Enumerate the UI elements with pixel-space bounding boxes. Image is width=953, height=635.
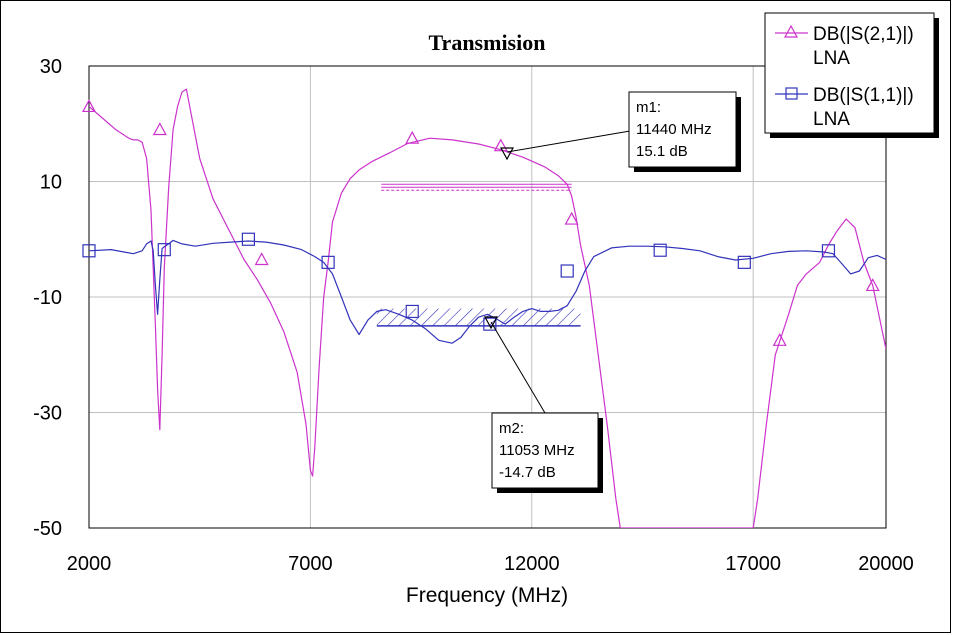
grid xyxy=(88,65,887,529)
m1-pointer-icon xyxy=(499,147,515,161)
square-marker xyxy=(321,255,335,269)
series-line-s21 xyxy=(89,88,886,528)
x-tick-label: 7000 xyxy=(288,553,333,575)
x-tick-labels: 2000 7000 12000 17000 20000 xyxy=(67,553,914,575)
square-icon xyxy=(785,87,798,100)
legend-s21-label: DB(|S(2,1)|) xyxy=(813,24,914,45)
x-axis-label: Frequency (MHz) xyxy=(406,584,568,607)
x-tick-label: 2000 xyxy=(67,553,112,575)
triangle-marker xyxy=(405,130,420,144)
square-marker xyxy=(241,232,255,246)
m1-frequency: 11440 MHz xyxy=(636,121,712,138)
triangle-marker xyxy=(564,211,579,225)
m2-leader-line xyxy=(490,321,546,414)
x-tick-label: 12000 xyxy=(504,553,560,575)
triangle-marker xyxy=(865,278,880,292)
legend-s21-sublabel: LNA xyxy=(813,48,850,69)
series-line-s11 xyxy=(89,239,886,344)
triangle-icon xyxy=(783,24,799,38)
series-markers xyxy=(81,99,880,346)
chart-title: Transmision xyxy=(429,30,546,55)
y-tick-label: -30 xyxy=(33,403,62,425)
square-marker xyxy=(560,264,574,278)
m1-name: m1: xyxy=(636,99,661,116)
x-tick-label: 17000 xyxy=(725,553,781,575)
triangle-marker xyxy=(254,252,269,266)
m2-value: -14.7 dB xyxy=(499,464,556,481)
triangle-marker xyxy=(493,138,508,152)
y-tick-label: -10 xyxy=(33,287,62,309)
m2-frequency: 11053 MHz xyxy=(499,442,575,459)
m1-value: 15.1 dB xyxy=(636,143,688,160)
legend-s11-sublabel: LNA xyxy=(813,109,850,130)
marker-m2: m2: 11053 MHz -14.7 dB xyxy=(483,316,603,493)
square-marker xyxy=(483,317,497,331)
legend: DB(|S(2,1)|) LNA DB(|S(1,1)|) LNA xyxy=(764,12,939,138)
m1-leader-line xyxy=(506,130,631,153)
square-marker xyxy=(405,304,419,319)
y-tick-labels: 30 10 -10 -30 -50 xyxy=(33,56,62,540)
x-tick-label: 20000 xyxy=(858,553,914,575)
square-marker xyxy=(82,244,96,258)
triangle-marker xyxy=(772,333,787,346)
square-marker xyxy=(821,244,836,258)
plot-area-border xyxy=(88,65,887,529)
m2-pointer-icon xyxy=(483,316,499,330)
triangle-marker xyxy=(81,99,97,113)
square-marker xyxy=(653,243,667,257)
y-tick-label: 10 xyxy=(40,172,62,194)
square-marker xyxy=(737,255,751,269)
marker-m1: m1: 11440 MHz 15.1 dB xyxy=(499,91,741,172)
m2-name: m2: xyxy=(499,420,524,437)
triangle-marker xyxy=(152,122,167,136)
spec-lines xyxy=(376,183,581,327)
y-tick-label: 30 xyxy=(40,56,62,78)
y-tick-label: -50 xyxy=(33,518,62,540)
square-marker xyxy=(157,243,171,257)
legend-s11-label: DB(|S(1,1)|) xyxy=(813,85,914,106)
